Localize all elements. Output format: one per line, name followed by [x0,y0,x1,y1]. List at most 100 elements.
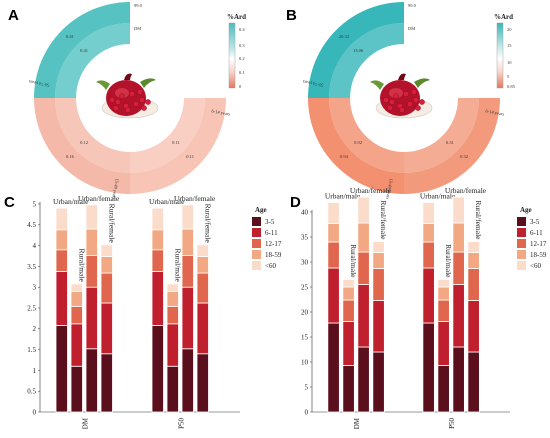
bar-segment-DM-0-4 [55,207,68,231]
y-tick-label-4: 20 [301,308,309,316]
bar-segment-P50-1-3 [437,286,450,301]
bar-segment-P50-3-2 [467,268,480,301]
bar-label-DM-3: Rural/female [107,204,116,244]
bar-segment-P50-1-0 [437,365,450,413]
segment-value-label-0-1: 13.06 [353,48,364,53]
bar-segment-P50-2-2 [181,255,194,288]
bar-label-DM-1: Rural/male [349,244,358,278]
bar-segment-P50-2-1 [452,284,465,348]
bar-segment-P50-0-0 [422,322,435,413]
bar-segment-DM-1-2 [70,305,83,325]
legend-swatch-0 [252,217,261,226]
bar-segment-DM-1-0 [342,365,355,413]
bar-segment-P50-0-1 [151,270,164,326]
bar-segment-DM-1-3 [342,286,355,301]
outer-label-0: 99.0 [408,3,417,8]
bar-segment-DM-3-1 [372,300,385,353]
bar-segment-P50-2-0 [452,346,465,413]
bar-segment-P50-3-4 [467,241,480,253]
y-tick-label-0: 0 [305,408,309,416]
legend-label-0: 3-5 [530,218,540,226]
bar-segment-DM-0-1 [55,270,68,326]
panel-label-d: D [290,194,301,211]
segment-age-label-2: 6-14 years [485,108,505,116]
bar-segment-P50-2-3 [452,222,465,253]
ring-segment-inner-0 [55,23,130,98]
y-tick-label-10: 5 [33,200,37,208]
bar-segment-DM-0-3 [55,229,68,251]
ring-segment-outer-2 [404,98,500,194]
panel-label-a: A [8,7,19,24]
bar-segment-P50-1-0 [166,365,179,413]
bar-segment-P50-3-3 [467,252,480,269]
bar-segment-P50-2-2 [452,251,465,285]
colorbar-a-tick-4: 0 [239,84,242,89]
outer-label-0: 99.0 [134,3,143,8]
bar-segment-P50-0-0 [151,325,164,413]
ring-segment-outer-2 [130,98,226,194]
colorbar-a-tick-3: 0.1 [239,70,245,75]
colorbar-b-gradient [496,22,504,89]
segment-value-label-0-1: 0.41 [80,48,88,53]
bar-segment-P50-1-3 [166,290,179,307]
bar-segment-DM-3-1 [100,302,113,355]
bar-segment-DM-3-0 [100,353,113,413]
bar-segment-DM-2-2 [357,251,370,285]
segment-value-label-1-0: 0.94 [340,154,349,159]
colorbar-a-gradient [228,22,236,89]
bar-segment-DM-3-2 [372,268,385,301]
radial-chart-a: 0.41 0.41 50-74 years 0.16 0.12 15-49 years 0.… [28,2,231,200]
bar-segment-P50-0-4 [422,202,435,224]
bar-segment-DM-2-0 [85,348,98,413]
bar-segment-DM-1-1 [70,323,83,367]
bar-segment-P50-1-4 [166,283,179,292]
bar-segment-DM-2-1 [85,286,98,350]
y-tick-label-6: 3 [33,284,37,292]
bar-segment-DM-2-1 [357,284,370,348]
bar-segment-P50-3-2 [196,272,209,304]
colorbar-a-tick-1: 0.3 [239,43,245,48]
bar-segment-DM-1-0 [70,365,83,413]
ring-segment-inner-1 [55,98,130,173]
segment-value-label-1-1: 0.12 [80,140,88,145]
y-tick-label-6: 30 [301,258,309,266]
bar-segment-P50-2-3 [181,228,194,256]
legend-label-2: 12-17 [265,240,282,248]
bar-segment-P50-2-4 [452,196,465,224]
y-tick-label-1: 5 [305,383,309,391]
legend-swatch-3 [252,250,261,259]
bar-segment-DM-1-4 [342,279,355,288]
segment-age-label-0: 50-74 years [302,79,324,88]
group-label-1: P50 [177,418,185,429]
segment-value-label-2-1: 0.31 [446,140,454,145]
radial-chart-b: 20.32 13.06 50-74 years 0.94 0.92 15-49 years… [302,2,505,200]
ring-segment-outer-1 [308,98,404,194]
segment-age-label-1: 15-49 years [385,178,394,200]
bar-segment-P50-0-2 [422,241,435,269]
colorbar-b-tick-2: 10 [507,60,512,65]
bar-segment-DM-3-0 [372,351,385,413]
y-tick-label-2: 1 [33,367,37,375]
segment-value-label-2-0: 0.11 [186,154,194,159]
bar-segment-DM-2-3 [85,228,98,256]
segment-value-label-1-1: 0.92 [354,140,362,145]
group-label-0: DM [353,417,361,429]
bar-segment-P50-3-0 [467,351,480,413]
y-tick-label-8: 4 [33,242,37,250]
bar-segment-P50-1-1 [166,323,179,367]
legend-label-4: <60 [530,262,541,270]
bar-segment-P50-2-1 [181,286,194,350]
legend-title: Age [520,206,532,214]
ring-segment-inner-2 [130,98,205,173]
ring-segment-inner-1 [329,98,404,173]
bar-segment-P50-3-3 [196,256,209,274]
group-label-1: P50 [448,418,456,429]
colorbar-a-title: %Ard [227,13,246,21]
bar-segment-DM-2-3 [357,222,370,253]
bar-segment-P50-2-4 [181,204,194,230]
legend-label-3: 18-59 [265,251,282,259]
bar-segment-P50-0-1 [422,267,435,324]
bar-label-DM-2: Urban/female [350,186,392,195]
panel-label-b: B [286,7,297,24]
colorbar-a-tick-2: 0.2 [239,56,245,61]
